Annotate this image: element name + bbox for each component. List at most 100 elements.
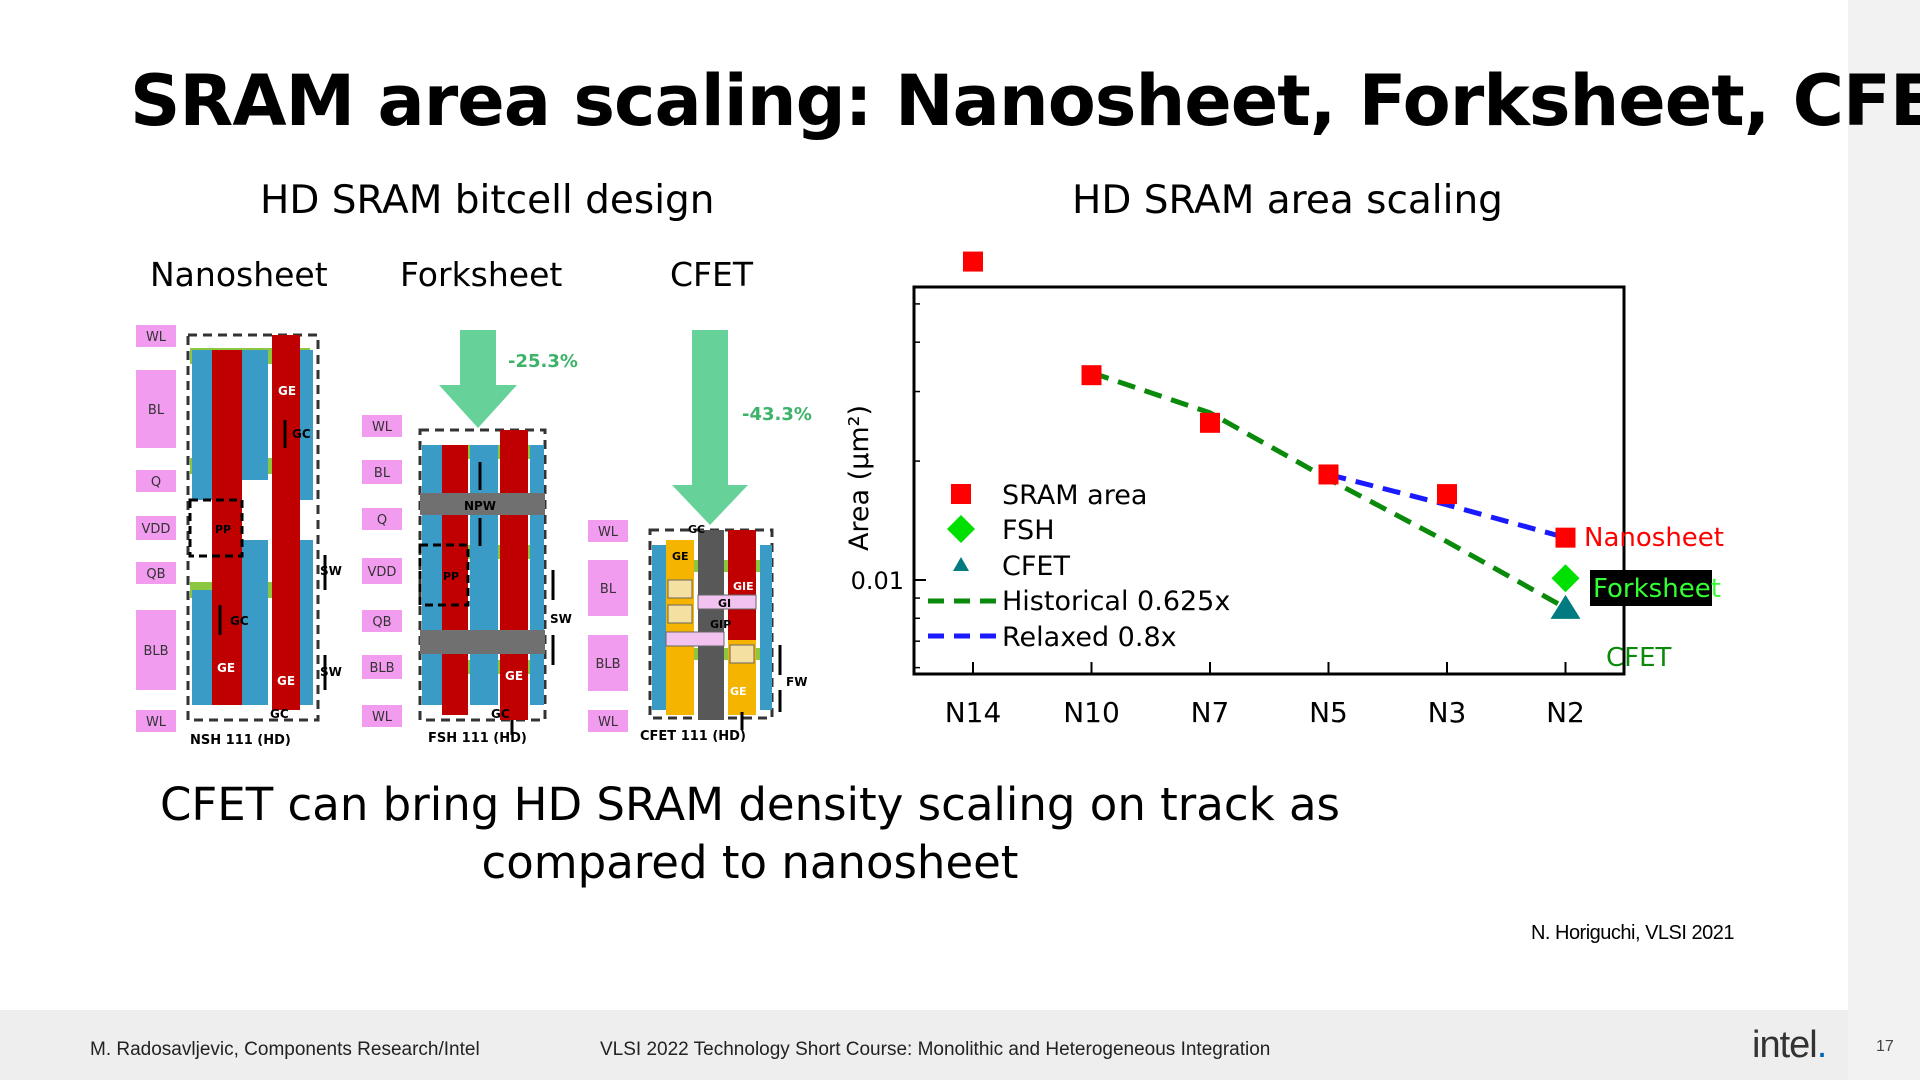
series-line-relaxed-0-8x (1327, 472, 1567, 541)
sram-area-point (1555, 527, 1576, 548)
fsh-active-region (530, 445, 544, 705)
fsh-signal-label: VDD (362, 558, 402, 584)
col-label-forksheet: Forksheet (400, 255, 563, 294)
forksheet-bitcell-diagram: -25.3% WL BL Q VDD QB BLB WL NPW PP GE GC SW F… (362, 330, 578, 746)
right-margin-strip (1848, 0, 1920, 1080)
cfet-contact (729, 644, 755, 664)
cfet-signal-text: WL (598, 525, 619, 540)
cfet-signal-label: WL (588, 520, 628, 542)
sram-area-point (1437, 484, 1457, 505)
cfet-gip-tag: GIP (710, 618, 731, 631)
fsh-gc-tag: GC (491, 707, 510, 721)
fsh-signal-box (362, 508, 402, 530)
nsh-signal-text: QB (146, 567, 165, 582)
cfet-fw-tag: FW (786, 675, 807, 689)
legend-label-fsh: FSH (1002, 515, 1055, 546)
x-tick-label: N3 (1428, 696, 1467, 729)
fsh-caption: FSH 111 (HD) (428, 731, 527, 746)
nsh-ge-tag: GE (278, 384, 296, 398)
fsh-signal-text: WL (372, 710, 393, 725)
fsh-npw-tag: NPW (464, 499, 496, 513)
nsh-signal-box (136, 516, 176, 540)
chart-annotation-forksheet: Forksheet (1593, 574, 1721, 604)
cfet-signal-box (588, 520, 628, 542)
footer-bar (0, 1010, 1848, 1080)
fsh-signal-box (362, 655, 402, 679)
nsh-signal-text: WL (146, 330, 167, 345)
nsh-caption: NSH 111 (HD) (190, 733, 291, 748)
fsh-reduction-arrow (439, 330, 517, 428)
cfet-ge-tag: GE (730, 685, 747, 698)
nsh-gc-tag: GC (292, 427, 311, 441)
area-scaling-chart: N14 N10 N7 N5 N3 N2 0.01 Area (μm²) SRAM area … (844, 251, 1724, 729)
page-number: 17 (1876, 1038, 1894, 1055)
nsh-ge-tag: GE (277, 674, 295, 688)
chart-y-axis-label: Area (μm²) (844, 405, 875, 551)
fsh-cell-boundary (418, 428, 547, 722)
fsh-signal-label: QB (362, 610, 402, 632)
fsh-signal-box (362, 460, 402, 484)
nsh-signal-label: QB (136, 562, 176, 584)
cfet-signal-box (588, 710, 628, 732)
cfet-active-region (760, 545, 772, 710)
chart-annotation-forksheet-bg (1590, 570, 1712, 606)
sram-area-point (1081, 365, 1102, 386)
nsh-signal-label: BL (136, 370, 176, 448)
legend-label-historical: Historical 0.625x (1002, 586, 1230, 617)
nsh-cell-boundary (186, 333, 320, 722)
citation: N. Horiguchi, VLSI 2021 (1530, 922, 1735, 944)
conclusion-line-1: CFET can bring HD SRAM density scaling o… (160, 778, 1340, 831)
nsh-active-region (192, 590, 212, 705)
cfet-active-region (652, 545, 666, 710)
nsh-signal-label: WL (136, 325, 176, 347)
nsh-signal-label: VDD (136, 516, 176, 540)
legend-marker-square (951, 484, 971, 504)
fsh-signal-text: BLB (369, 661, 394, 676)
nsh-signal-box (136, 610, 176, 690)
cfet-gc-tag: GC (688, 523, 705, 536)
intel-logo-text: intel (1752, 1024, 1818, 1066)
fsh-signal-label: WL (362, 415, 402, 437)
cfet-signal-box (588, 635, 628, 691)
cfet-signal-label: BLB (588, 635, 628, 691)
nsh-signal-label: WL (136, 710, 176, 732)
nsh-gate (272, 455, 300, 710)
fsh-signal-label: Q (362, 508, 402, 530)
cfet-ge-tag: GE (672, 550, 689, 563)
legend-label-sram-area: SRAM area (1002, 480, 1147, 511)
x-tick-label: N7 (1191, 696, 1230, 729)
cfet-signal-text: BLB (595, 657, 620, 672)
fsh-sw-tag: SW (550, 612, 572, 626)
nsh-gc-tag: GC (270, 707, 289, 721)
nsh-ge-tag: GE (217, 661, 235, 675)
cfet-reduction-label: -43.3% (742, 404, 812, 425)
cfet-point (1550, 594, 1581, 619)
chart-annotation-nanosheet: Nanosheet (1584, 523, 1724, 553)
nsh-gate (212, 350, 242, 705)
cfet-contact (667, 604, 693, 624)
cfet-signal-label: WL (588, 710, 628, 732)
fsh-signal-label: BLB (362, 655, 402, 679)
fsh-gate (500, 430, 528, 720)
cfet-gate (728, 530, 756, 640)
cfet-gip-layer (665, 631, 725, 647)
legend-marker-triangle (953, 557, 969, 571)
fsh-signal-text: QB (372, 615, 391, 630)
fsh-active-region (422, 445, 442, 705)
x-tick-label: N2 (1546, 696, 1585, 729)
intel-logo-dot: . (1816, 1024, 1828, 1066)
nsh-active-region (242, 540, 268, 705)
chart-annotation-cfet: CFET (1606, 643, 1672, 673)
nsh-pp-region (188, 498, 244, 558)
sram-area-point (1318, 464, 1339, 485)
fsh-signal-text: WL (372, 420, 393, 435)
sram-area-point (963, 251, 983, 272)
cfet-stacked-device (666, 540, 694, 715)
cfet-signal-label: BL (588, 560, 628, 616)
cfet-contact (667, 579, 693, 599)
y-tick-label: 0.01 (851, 567, 904, 595)
x-tick-label: N10 (1063, 696, 1120, 729)
cfet-dielectric-wall (698, 530, 724, 720)
